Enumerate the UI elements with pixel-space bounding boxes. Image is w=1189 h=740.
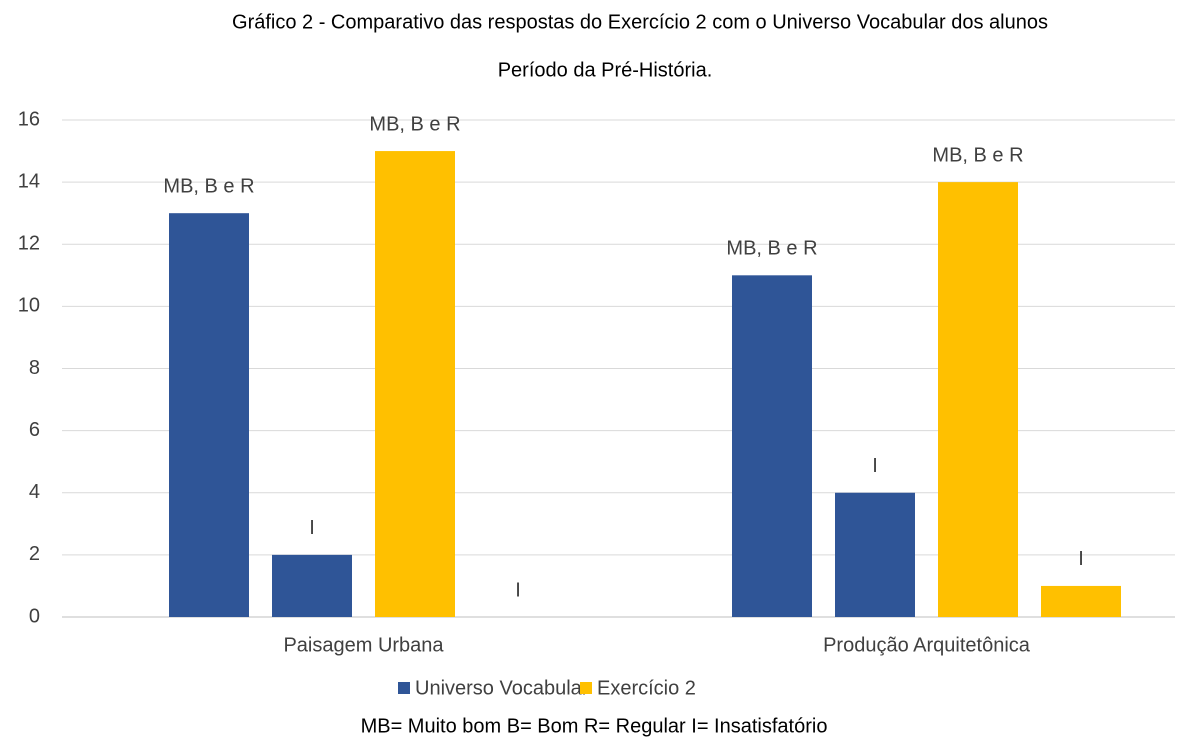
x-tick-label: Produção Arquitetônica [823,634,1031,656]
y-tick-label: 8 [29,357,40,379]
chart-subtitle: Período da Pré-História. [498,59,713,81]
legend-swatch [398,682,410,694]
bar-label: I [872,455,878,477]
x-tick-label: Paisagem Urbana [283,634,444,656]
legend-label: Universo Vocabular [415,677,589,699]
legend-swatch [580,682,592,694]
y-tick-label: 0 [29,605,40,627]
bar [938,182,1018,617]
y-tick-label: 6 [29,419,40,441]
y-tick-label: 14 [18,170,40,192]
bar [169,213,249,617]
y-tick-label: 12 [18,233,40,255]
bar-label: MB, B e R [726,238,817,260]
bar [375,151,455,617]
y-tick-label: 10 [18,295,40,317]
bar-label: I [1078,548,1084,570]
bar [732,275,812,617]
bar [835,492,915,617]
bar-label: MB, B e R [163,175,254,197]
y-tick-label: 4 [29,481,40,503]
bar [272,554,352,617]
bar-label: I [515,579,521,601]
chart-title: Gráfico 2 - Comparativo das respostas do… [232,11,1048,33]
bar-label: I [309,517,315,539]
footnote: MB= Muito bom B= Bom R= Regular I= Insat… [361,715,828,737]
legend-label: Exercício 2 [597,677,696,699]
bar-label: MB, B e R [369,113,460,135]
bar-label: MB, B e R [932,144,1023,166]
y-tick-label: 16 [18,108,40,130]
bar [1041,585,1121,617]
y-tick-label: 2 [29,543,40,565]
